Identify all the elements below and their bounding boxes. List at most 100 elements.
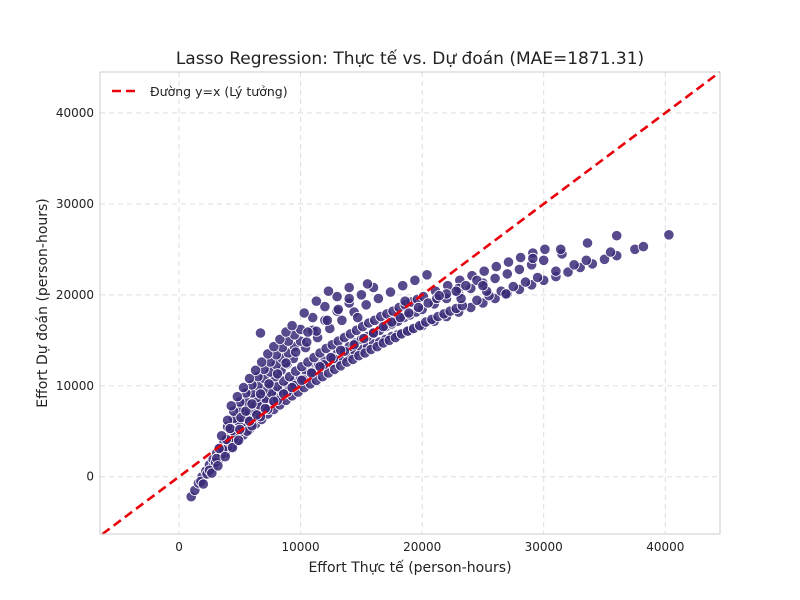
data-point — [450, 285, 462, 297]
data-point — [550, 265, 562, 277]
data-point — [250, 364, 262, 376]
data-point — [519, 276, 532, 288]
data-point — [271, 368, 284, 380]
data-point — [611, 230, 623, 242]
data-point — [527, 252, 539, 264]
x-ticks: 0 10000 20000 30000 40000 — [175, 540, 684, 554]
data-point — [538, 254, 550, 266]
data-point — [477, 280, 489, 292]
data-point — [507, 280, 519, 293]
data-point — [319, 300, 331, 313]
data-point — [310, 295, 322, 307]
data-point — [433, 290, 445, 302]
data-point — [286, 320, 298, 332]
data-point — [274, 333, 286, 345]
data-point — [286, 381, 298, 394]
data-point — [231, 391, 243, 403]
x-axis-label: Effort Thực tế (person-hours) — [308, 559, 511, 576]
data-point — [568, 259, 580, 271]
data-point — [581, 237, 594, 249]
data-point — [246, 398, 258, 410]
data-point — [331, 290, 343, 303]
data-point — [397, 280, 409, 292]
x-tick-label: 20000 — [403, 540, 441, 554]
x-tick-label: 10000 — [281, 540, 319, 554]
data-point — [562, 266, 574, 278]
data-point — [206, 467, 218, 479]
data-point — [233, 434, 245, 446]
data-point — [302, 326, 314, 338]
data-point — [254, 327, 267, 339]
data-point — [332, 303, 344, 315]
data-point — [280, 357, 292, 369]
data-point — [322, 285, 335, 297]
data-point — [243, 372, 256, 385]
y-tick-label: 20000 — [56, 288, 94, 302]
data-point — [355, 289, 367, 301]
x-tick-label: 40000 — [646, 540, 684, 554]
data-point — [343, 292, 355, 305]
data-point — [325, 351, 337, 364]
data-point — [219, 451, 231, 463]
x-tick-label: 30000 — [525, 540, 563, 554]
legend-label: Đường y=x (Lý tưởng) — [150, 84, 288, 99]
data-point — [296, 374, 308, 386]
y-tick-label: 0 — [86, 470, 94, 484]
data-point — [263, 378, 275, 390]
data-point — [268, 341, 280, 353]
y-tick-label: 40000 — [56, 106, 94, 120]
reference-line — [101, 70, 721, 536]
data-point — [489, 272, 501, 284]
data-point — [372, 292, 384, 305]
data-point — [336, 314, 348, 326]
data-point — [637, 241, 650, 253]
data-point — [290, 346, 302, 358]
data-point — [403, 307, 415, 319]
data-point — [384, 286, 397, 298]
data-point — [513, 263, 526, 275]
data-point — [216, 430, 228, 442]
y-axis-label: Effort Dự đoán (person-hours) — [35, 198, 51, 408]
data-point — [501, 268, 513, 280]
data-point — [226, 441, 239, 454]
data-point — [224, 422, 236, 435]
data-point — [500, 288, 512, 300]
legend: Đường y=x (Lý tưởng) — [112, 84, 288, 99]
data-point — [531, 271, 544, 284]
data-point — [580, 254, 592, 266]
data-point — [301, 336, 313, 348]
data-point — [212, 460, 224, 472]
data-point — [237, 381, 250, 394]
grid-lines — [100, 72, 720, 534]
data-point — [307, 311, 319, 324]
data-point — [360, 299, 372, 311]
data-point — [321, 314, 333, 326]
data-point — [604, 246, 617, 258]
data-point — [256, 356, 268, 368]
data-point — [225, 400, 237, 412]
data-point — [343, 281, 355, 294]
data-point — [663, 229, 675, 241]
data-point — [502, 256, 515, 268]
data-point — [514, 251, 527, 264]
y-tick-label: 10000 — [56, 379, 94, 393]
data-point — [240, 405, 252, 417]
data-point — [555, 243, 567, 255]
data-point — [539, 243, 551, 255]
data-point — [409, 274, 421, 286]
plot-frame — [99, 71, 721, 535]
y-tick-label: 30000 — [56, 197, 94, 211]
data-point — [471, 294, 483, 306]
data-point — [254, 388, 267, 400]
data-point — [352, 311, 364, 324]
chart-title: Lasso Regression: Thực tế vs. Dự đoán (M… — [176, 48, 644, 69]
data-point — [460, 280, 472, 292]
data-point — [361, 278, 374, 290]
y-ticks: 0 10000 20000 30000 40000 — [56, 106, 94, 484]
data-point — [298, 307, 310, 319]
data-point — [490, 260, 502, 273]
data-point — [197, 478, 209, 490]
data-point — [412, 301, 425, 314]
data-point — [262, 348, 274, 360]
